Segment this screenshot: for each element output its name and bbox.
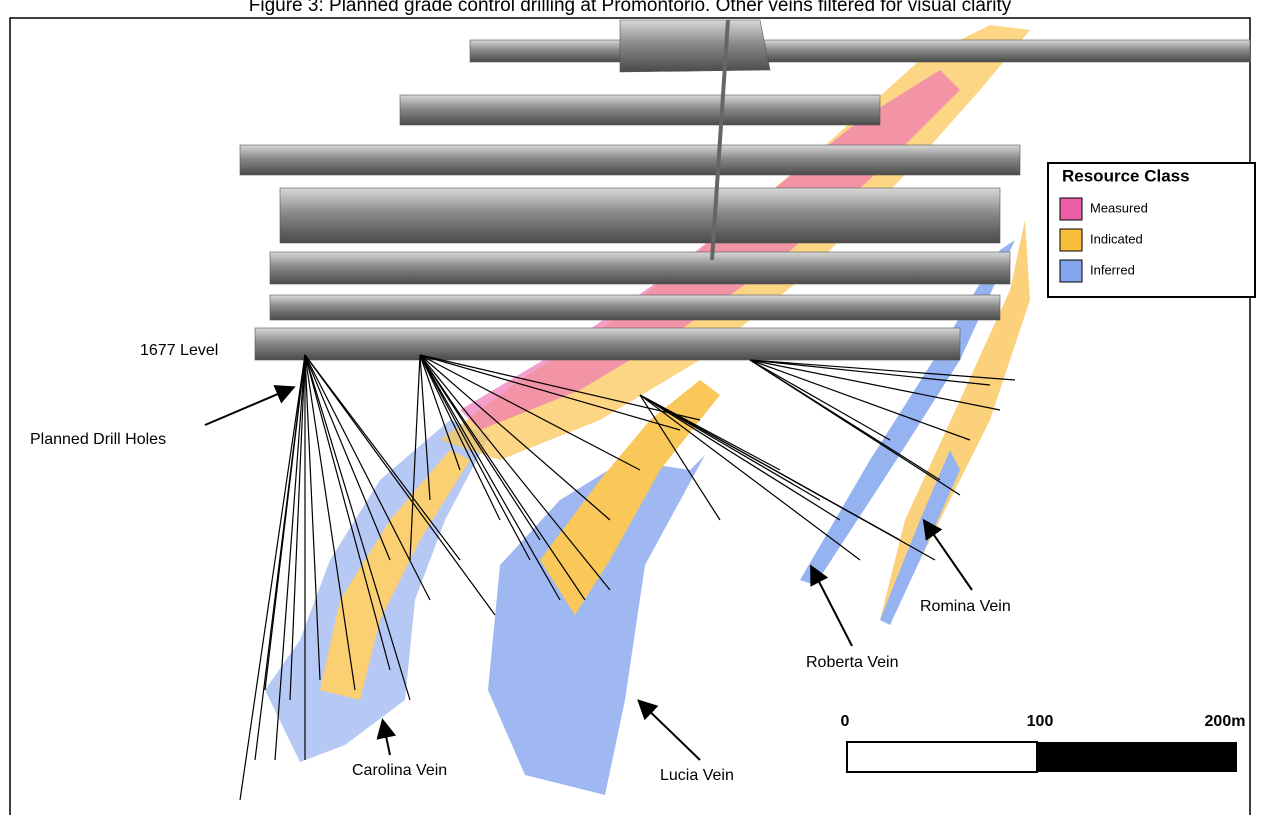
drill-hole xyxy=(749,359,941,481)
level-label: 1677 Level xyxy=(140,342,218,359)
arrow xyxy=(637,699,701,761)
arrow xyxy=(922,518,973,591)
drill-hole xyxy=(749,359,991,386)
drill-hole xyxy=(419,354,531,561)
drill-hole xyxy=(639,394,936,561)
drill-hole xyxy=(419,354,641,471)
drill-hole xyxy=(749,359,1016,381)
drill-hole xyxy=(304,354,496,616)
drill-hole xyxy=(239,354,306,801)
vein-label: Romina Vein xyxy=(920,598,1011,615)
drill-hole xyxy=(749,359,1001,411)
drill-hole xyxy=(304,354,391,671)
arrow xyxy=(376,718,397,756)
drill-hole xyxy=(419,354,431,501)
scale-bar: 0 100 200m xyxy=(841,713,1246,773)
legend-swatch xyxy=(1059,259,1083,283)
drill-hole xyxy=(264,354,306,691)
drill-hole xyxy=(289,354,306,701)
legend: Resource Class Measured Indicated Inferred xyxy=(1047,162,1256,298)
drill-hole xyxy=(639,394,721,521)
legend-swatch xyxy=(1059,228,1083,252)
drill-hole xyxy=(419,354,701,421)
drill-hole xyxy=(419,354,541,541)
mine-levels xyxy=(239,19,1251,361)
drill-hole xyxy=(274,354,306,761)
drill-hole xyxy=(639,394,861,561)
drill-hole xyxy=(304,354,431,601)
drill-hole xyxy=(419,354,586,601)
arrow xyxy=(810,564,853,647)
drill-holes xyxy=(239,354,1016,801)
legend-title: Resource Class xyxy=(1062,166,1190,185)
frame xyxy=(9,17,1251,815)
legend-label: Measured xyxy=(1090,200,1148,215)
drill-hole xyxy=(419,354,681,431)
drill-hole xyxy=(639,394,821,501)
drill-hole xyxy=(409,354,421,561)
drill-hole xyxy=(304,354,461,561)
drill-hole xyxy=(419,354,461,471)
arrow xyxy=(204,385,296,426)
drill-hole xyxy=(304,354,411,701)
scale-label: 100 xyxy=(1027,713,1054,730)
drill-hole xyxy=(304,354,356,691)
legend-swatch xyxy=(1059,197,1083,221)
drill-hole xyxy=(749,359,971,441)
drill-hole xyxy=(304,354,391,561)
drill-hole xyxy=(419,354,561,601)
drill-hole xyxy=(304,354,321,681)
drill-hole xyxy=(419,354,501,521)
drill-label: Planned Drill Holes xyxy=(30,431,166,448)
vein-label: Roberta Vein xyxy=(806,654,899,671)
scale-label: 200m xyxy=(1205,713,1246,730)
scale-label: 0 xyxy=(841,713,850,730)
drill-hole xyxy=(639,394,841,521)
drill-hole xyxy=(419,354,611,591)
drill-hole xyxy=(749,359,891,441)
legend-label: Indicated xyxy=(1090,231,1143,246)
vein-label: Carolina Vein xyxy=(352,762,447,779)
drill-hole xyxy=(419,354,611,521)
vein-label: Lucia Vein xyxy=(660,767,734,784)
legend-label: Inferred xyxy=(1090,262,1135,277)
figure-title: Figure 3: Planned grade control drilling… xyxy=(249,0,1012,16)
